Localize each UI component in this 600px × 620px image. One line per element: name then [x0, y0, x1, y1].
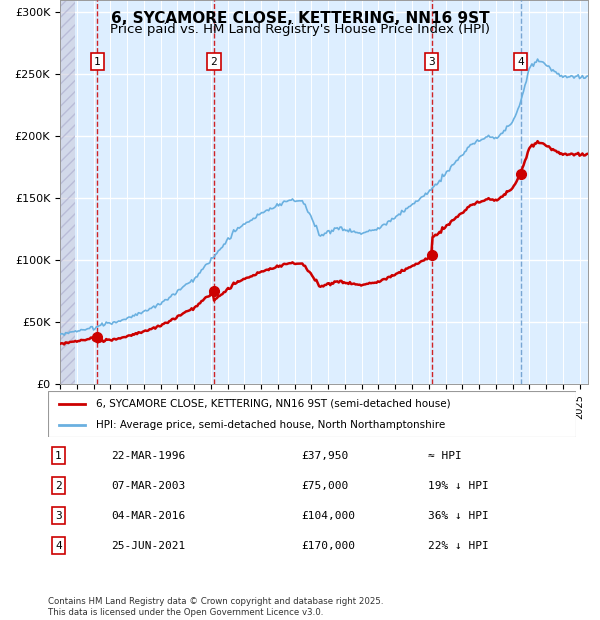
Text: 22-MAR-1996: 22-MAR-1996: [112, 451, 185, 461]
Text: 04-MAR-2016: 04-MAR-2016: [112, 511, 185, 521]
Text: £170,000: £170,000: [301, 541, 355, 551]
Text: 3: 3: [428, 56, 435, 66]
Text: Contains HM Land Registry data © Crown copyright and database right 2025.
This d: Contains HM Land Registry data © Crown c…: [48, 598, 383, 617]
Text: 2: 2: [211, 56, 217, 66]
Bar: [60, 0, 75, 384]
Text: £37,950: £37,950: [301, 451, 349, 461]
Text: HPI: Average price, semi-detached house, North Northamptonshire: HPI: Average price, semi-detached house,…: [95, 420, 445, 430]
Text: £104,000: £104,000: [301, 511, 355, 521]
Text: 1: 1: [55, 451, 62, 461]
Text: 19% ↓ HPI: 19% ↓ HPI: [428, 480, 489, 491]
Bar: [60, 0, 76, 384]
Text: 6, SYCAMORE CLOSE, KETTERING, NN16 9ST: 6, SYCAMORE CLOSE, KETTERING, NN16 9ST: [110, 11, 490, 25]
Text: 1: 1: [94, 56, 101, 66]
Text: 4: 4: [55, 541, 62, 551]
Text: ≈ HPI: ≈ HPI: [428, 451, 462, 461]
Text: 2: 2: [55, 480, 62, 491]
Text: 6, SYCAMORE CLOSE, KETTERING, NN16 9ST (semi-detached house): 6, SYCAMORE CLOSE, KETTERING, NN16 9ST (…: [95, 399, 450, 409]
Text: Price paid vs. HM Land Registry's House Price Index (HPI): Price paid vs. HM Land Registry's House …: [110, 23, 490, 36]
Text: 22% ↓ HPI: 22% ↓ HPI: [428, 541, 489, 551]
Text: 3: 3: [55, 511, 62, 521]
Text: £75,000: £75,000: [301, 480, 349, 491]
FancyBboxPatch shape: [48, 391, 576, 437]
Text: 25-JUN-2021: 25-JUN-2021: [112, 541, 185, 551]
Text: 4: 4: [517, 56, 524, 66]
Text: 36% ↓ HPI: 36% ↓ HPI: [428, 511, 489, 521]
Text: 07-MAR-2003: 07-MAR-2003: [112, 480, 185, 491]
